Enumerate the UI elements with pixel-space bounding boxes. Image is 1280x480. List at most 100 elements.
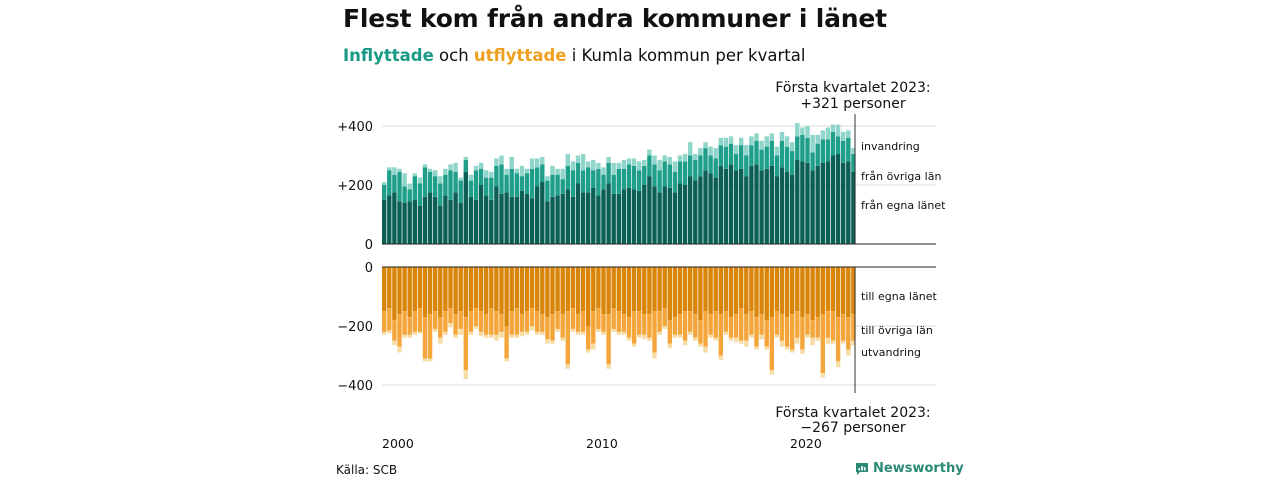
bar-out-1-47	[621, 314, 627, 332]
bar-out-1-57	[672, 317, 678, 335]
bar-out-2-40	[586, 349, 591, 353]
bar-in-0-67	[723, 168, 729, 244]
brand-logo[interactable]: Newsworthy	[855, 461, 964, 476]
bar-in-0-78	[779, 167, 785, 244]
bar-out-0-86	[820, 267, 825, 315]
bar-in-0-4	[402, 202, 407, 244]
bar-in-1-71	[744, 155, 749, 177]
bar-in-2-70	[739, 137, 744, 146]
bar-in-2-11	[438, 176, 443, 184]
bar-out-2-67	[723, 331, 729, 335]
bar-in-0-3	[397, 201, 402, 244]
bar-in-0-41	[591, 187, 596, 244]
bar-out-0-19	[478, 267, 484, 312]
bar-out-2-76	[769, 370, 774, 375]
bar-in-2-59	[682, 154, 688, 162]
bar-in-2-55	[662, 155, 667, 162]
bar-out-2-91	[846, 349, 851, 356]
bar-out-1-19	[478, 311, 484, 332]
bar-out-2-9	[427, 358, 433, 362]
bar-out-2-12	[443, 331, 448, 335]
bar-out-0-88	[830, 267, 836, 312]
bar-in-2-63	[703, 142, 708, 149]
bar-in-0-83	[805, 162, 810, 244]
bar-in-0-45	[611, 193, 616, 244]
bar-in-2-14	[453, 162, 458, 172]
bar-out-1-75	[764, 320, 769, 347]
bar-in-0-48	[626, 187, 632, 244]
bar-out-0-71	[744, 267, 749, 315]
bar-out-2-28	[524, 331, 530, 335]
bar-in-0-64	[708, 173, 713, 244]
bar-out-2-66	[718, 355, 723, 360]
bar-in-1-67	[723, 146, 729, 169]
bar-in-1-87	[825, 139, 831, 162]
series-label-out-0: till egna länet	[861, 290, 937, 303]
bar-out-2-0	[382, 331, 387, 335]
bar-out-2-33	[550, 340, 555, 344]
bar-out-0-84	[810, 267, 815, 321]
bar-in-2-58	[677, 155, 683, 162]
bar-in-0-81	[795, 159, 800, 244]
bar-in-1-1	[387, 170, 392, 196]
bar-in-2-48	[626, 158, 632, 165]
bar-out-2-57	[672, 334, 678, 338]
bar-in-2-46	[616, 162, 621, 169]
bar-out-0-27	[519, 267, 525, 315]
bar-in-0-76	[769, 165, 774, 244]
bar-in-0-77	[774, 176, 780, 244]
bar-out-2-86	[820, 373, 825, 378]
bar-out-2-47	[621, 331, 627, 335]
bar-in-2-30	[535, 158, 540, 168]
bar-out-2-13	[448, 323, 453, 328]
bar-out-2-42	[596, 328, 601, 332]
bar-out-1-89	[835, 317, 841, 362]
x-tick-2000: 2000	[382, 436, 414, 451]
bar-in-0-8	[422, 196, 428, 244]
bar-out-0-89	[835, 267, 841, 318]
bar-out-2-1	[387, 330, 392, 334]
bar-in-2-3	[397, 168, 402, 172]
bar-out-2-56	[667, 343, 672, 349]
bar-in-0-49	[631, 189, 637, 244]
bar-in-2-6	[412, 173, 417, 177]
bar-in-2-5	[407, 183, 412, 190]
series-label-in-1: från övriga län	[861, 170, 941, 183]
bar-out-2-31	[540, 331, 545, 335]
bar-out-2-90	[841, 340, 846, 344]
bar-in-1-27	[519, 176, 525, 191]
bar-in-1-90	[841, 140, 846, 163]
bar-in-0-92	[851, 171, 856, 244]
bar-in-2-22	[494, 158, 499, 166]
bar-in-0-71	[744, 176, 749, 244]
bar-out-0-24	[504, 267, 509, 326]
bar-out-0-7	[417, 267, 423, 309]
bar-out-2-52	[647, 337, 652, 341]
bar-out-0-3	[397, 267, 402, 315]
bar-in-0-51	[642, 185, 647, 244]
bar-in-0-13	[448, 199, 453, 244]
bar-in-2-20	[484, 170, 489, 178]
bar-out-1-25	[509, 311, 514, 335]
bar-in-2-66	[718, 137, 723, 146]
bar-out-2-34	[555, 328, 560, 332]
bar-in-1-54	[657, 170, 662, 193]
bar-in-1-21	[489, 177, 494, 200]
bar-out-1-53	[652, 311, 657, 353]
bar-in-1-79	[784, 146, 790, 172]
bar-out-0-82	[800, 267, 805, 318]
series-label-in-0: från egna länet	[861, 199, 946, 212]
bar-in-0-59	[682, 185, 688, 244]
bar-out-1-44	[606, 314, 611, 365]
bar-out-2-20	[484, 334, 489, 338]
bar-in-2-28	[524, 168, 530, 174]
bar-in-2-77	[774, 146, 780, 156]
bar-in-1-33	[550, 174, 555, 197]
bar-out-0-53	[652, 267, 657, 312]
bar-out-1-54	[657, 311, 662, 332]
bar-out-0-35	[560, 267, 565, 315]
bar-in-1-38	[575, 162, 581, 184]
bar-out-1-1	[387, 308, 392, 331]
bar-out-0-73	[754, 267, 759, 318]
bar-out-0-12	[443, 267, 448, 312]
